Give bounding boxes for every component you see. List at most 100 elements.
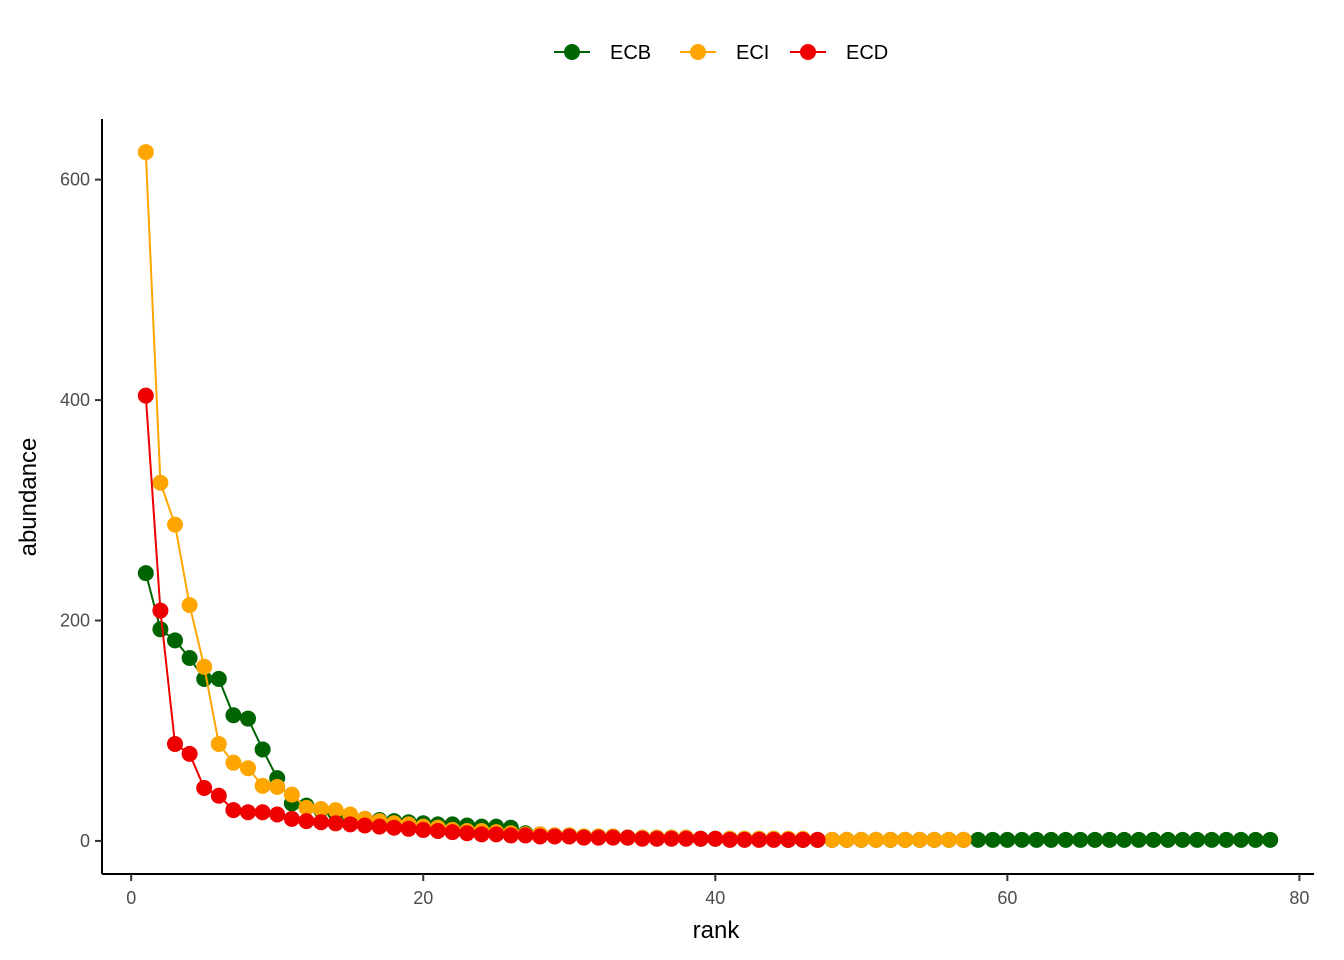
data-point bbox=[167, 735, 184, 752]
legend-item-eci: ECI bbox=[680, 42, 769, 64]
data-point bbox=[283, 810, 300, 827]
data-point bbox=[240, 804, 257, 821]
axes: 0 20 40 60 80 0 200 400 600 bbox=[60, 119, 1314, 908]
data-point bbox=[678, 830, 695, 847]
legend-label: ECD bbox=[846, 42, 888, 64]
series-line bbox=[144, 152, 964, 841]
data-point bbox=[269, 806, 286, 823]
data-point bbox=[1057, 831, 1074, 848]
data-point bbox=[794, 831, 811, 848]
data-point bbox=[313, 800, 330, 817]
data-point bbox=[1028, 831, 1045, 848]
data-point bbox=[167, 516, 184, 533]
data-point bbox=[605, 829, 622, 846]
data-point bbox=[663, 830, 680, 847]
data-point bbox=[210, 787, 227, 804]
data-point bbox=[809, 831, 826, 848]
data-point bbox=[926, 831, 943, 848]
data-point bbox=[984, 831, 1001, 848]
series-line bbox=[144, 572, 1271, 841]
data-point bbox=[1145, 831, 1162, 848]
data-point bbox=[1013, 831, 1030, 848]
data-point bbox=[853, 831, 870, 848]
data-point bbox=[137, 387, 154, 404]
x-tick-label: 60 bbox=[997, 888, 1017, 908]
data-point bbox=[619, 829, 636, 846]
x-ticks: 0 20 40 60 80 bbox=[126, 874, 1309, 908]
data-point bbox=[502, 827, 519, 844]
data-point bbox=[313, 814, 330, 831]
data-point bbox=[415, 821, 432, 838]
data-point bbox=[1101, 831, 1118, 848]
data-point bbox=[882, 831, 899, 848]
data-point bbox=[181, 597, 198, 614]
legend-label: ECB bbox=[610, 42, 651, 64]
data-point bbox=[1086, 831, 1103, 848]
data-point bbox=[371, 818, 388, 835]
legend-key-point bbox=[564, 44, 580, 60]
legend-label: ECI bbox=[736, 42, 769, 64]
data-point bbox=[1203, 831, 1220, 848]
data-point bbox=[1174, 831, 1191, 848]
data-point bbox=[459, 825, 476, 842]
data-point bbox=[167, 632, 184, 649]
data-point bbox=[867, 831, 884, 848]
data-point bbox=[692, 830, 709, 847]
data-point bbox=[196, 658, 213, 675]
data-point bbox=[225, 707, 242, 724]
data-point bbox=[254, 804, 271, 821]
data-point bbox=[707, 830, 724, 847]
data-point bbox=[152, 474, 169, 491]
data-point bbox=[765, 831, 782, 848]
data-point bbox=[152, 602, 169, 619]
x-axis-title: rank bbox=[693, 917, 741, 944]
data-point bbox=[1116, 831, 1133, 848]
data-point bbox=[327, 802, 344, 819]
y-tick-label: 600 bbox=[60, 170, 90, 190]
data-point bbox=[386, 819, 403, 836]
data-point bbox=[824, 831, 841, 848]
y-tick-label: 0 bbox=[80, 831, 90, 851]
series-ecd bbox=[137, 387, 826, 848]
data-point bbox=[546, 828, 563, 845]
data-point bbox=[634, 830, 651, 847]
data-point bbox=[283, 786, 300, 803]
data-point bbox=[648, 830, 665, 847]
data-point bbox=[1072, 831, 1089, 848]
data-point bbox=[780, 831, 797, 848]
data-point bbox=[1043, 831, 1060, 848]
data-point bbox=[517, 827, 534, 844]
data-point bbox=[1262, 831, 1279, 848]
data-point bbox=[999, 831, 1016, 848]
data-point bbox=[1218, 831, 1235, 848]
data-point bbox=[955, 831, 972, 848]
data-point bbox=[751, 831, 768, 848]
x-tick-label: 0 bbox=[126, 888, 136, 908]
data-point bbox=[342, 816, 359, 833]
y-ticks: 0 200 400 600 bbox=[60, 170, 102, 851]
data-point bbox=[298, 813, 315, 830]
x-tick-label: 40 bbox=[705, 888, 725, 908]
data-point bbox=[911, 831, 928, 848]
data-point bbox=[970, 831, 987, 848]
data-point bbox=[240, 760, 257, 777]
data-point bbox=[254, 741, 271, 758]
data-point bbox=[210, 735, 227, 752]
x-tick-label: 20 bbox=[413, 888, 433, 908]
data-point bbox=[561, 828, 578, 845]
data-point bbox=[240, 710, 257, 727]
data-point bbox=[225, 754, 242, 771]
x-tick-label: 80 bbox=[1289, 888, 1309, 908]
data-point bbox=[1159, 831, 1176, 848]
legend-key-point bbox=[800, 44, 816, 60]
legend-item-ecb: ECB bbox=[554, 42, 651, 64]
data-point bbox=[897, 831, 914, 848]
data-point bbox=[210, 670, 227, 687]
data-point bbox=[736, 831, 753, 848]
data-point bbox=[429, 823, 446, 840]
data-point bbox=[356, 817, 373, 834]
data-point bbox=[1247, 831, 1264, 848]
data-point bbox=[940, 831, 957, 848]
data-point bbox=[254, 777, 271, 794]
